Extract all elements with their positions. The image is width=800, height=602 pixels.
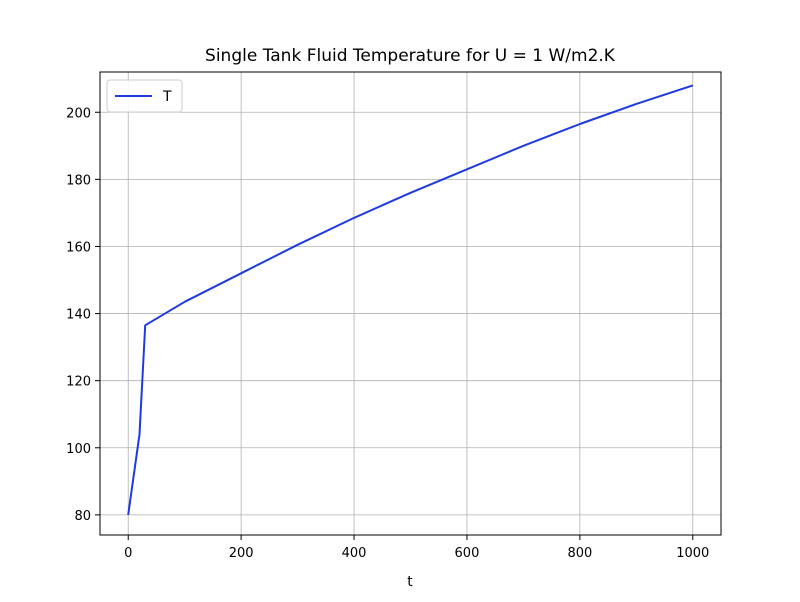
y-tick-label: 140	[66, 308, 91, 323]
plot-frame	[99, 71, 722, 536]
y-axis: 80 100 120 140 160 180 200	[66, 106, 100, 524]
y-tick-label: 100	[66, 442, 91, 457]
series-layer	[127, 84, 694, 516]
chart-title: Single Tank Fluid Temperature for U = 1 …	[205, 46, 616, 66]
x-tick-label: 600	[455, 546, 480, 561]
y-tick-label: 120	[66, 375, 91, 390]
y-tick-label: 80	[74, 509, 91, 524]
x-tick-label: 400	[342, 546, 367, 561]
x-axis-label: t	[407, 574, 413, 590]
x-tick-label: 0	[124, 546, 132, 561]
x-tick-label: 800	[567, 546, 592, 561]
x-axis: 0 200 400 600 800 1000	[124, 535, 709, 561]
x-tick-label: 200	[229, 546, 254, 561]
grid-lines	[100, 72, 721, 535]
y-tick-label: 200	[66, 106, 91, 121]
x-tick-label: 1000	[676, 546, 709, 561]
legend-label-T: T	[162, 89, 172, 105]
y-tick-label: 180	[66, 173, 91, 188]
legend: T	[106, 79, 183, 113]
y-tick-label: 160	[66, 240, 91, 255]
series-line-T	[127, 84, 694, 516]
